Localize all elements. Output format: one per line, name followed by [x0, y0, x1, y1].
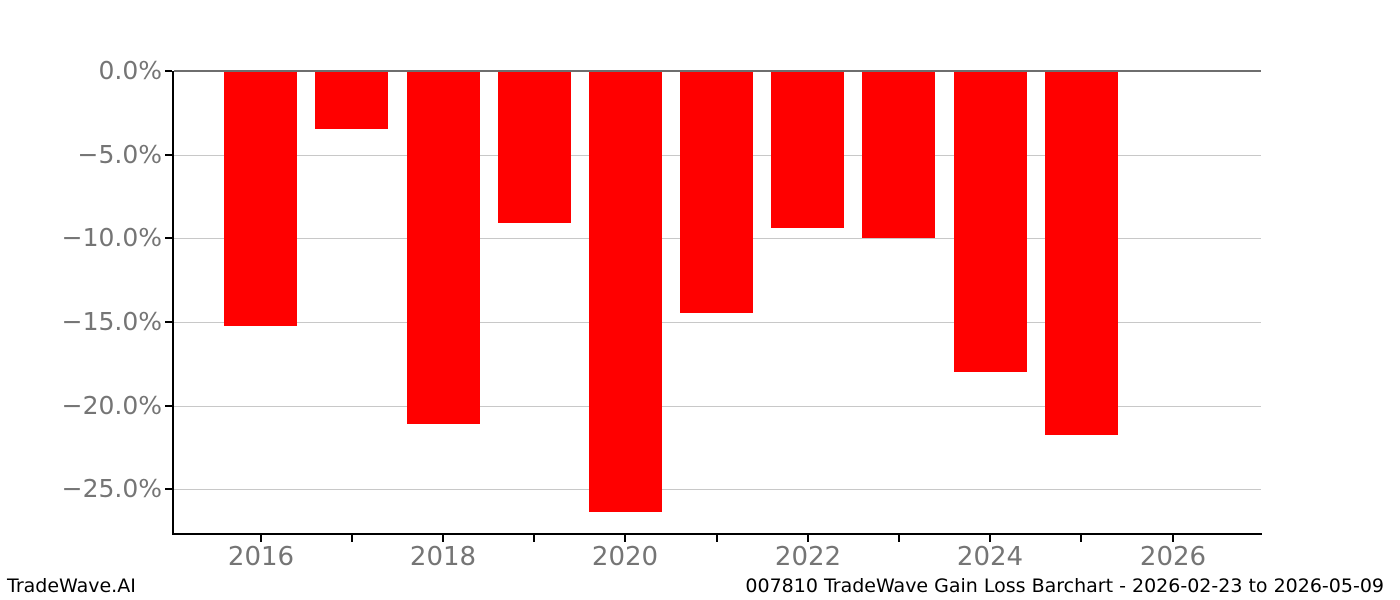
x-tick-label-2016: 2016 — [227, 542, 295, 572]
y-tick-mark — [165, 237, 172, 239]
gridline-−20.0% — [174, 406, 1261, 407]
gridline-−25.0% — [174, 489, 1261, 490]
y-tick-mark — [165, 154, 172, 156]
y-tick-label--10: −10.0% — [61, 223, 162, 252]
bar-2021 — [680, 72, 753, 313]
x-tick-mark-2017 — [351, 535, 353, 542]
y-axis-spine — [172, 71, 174, 535]
y-tick-mark — [165, 70, 172, 72]
gridline-−15.0% — [174, 322, 1261, 323]
brand-text: TradeWave.AI — [7, 575, 136, 597]
x-tick-mark-2022 — [807, 535, 809, 542]
x-tick-mark-2016 — [260, 535, 262, 542]
bar-2017 — [315, 72, 388, 129]
x-tick-mark-2021 — [716, 535, 718, 542]
x-tick-mark-2026 — [1172, 535, 1174, 542]
bar-2025 — [1045, 72, 1118, 435]
x-tick-mark-2018 — [442, 535, 444, 542]
bar-2020 — [589, 72, 662, 512]
chart-title: 007810 TradeWave Gain Loss Barchart - 20… — [745, 575, 1384, 597]
x-tick-mark-2025 — [1080, 535, 1082, 542]
zero-baseline — [174, 70, 1261, 72]
x-tick-mark-2019 — [533, 535, 535, 542]
y-tick-label--15: −15.0% — [61, 307, 162, 336]
x-tick-label-2018: 2018 — [409, 542, 477, 572]
y-tick-mark — [165, 488, 172, 490]
x-tick-mark-2023 — [898, 535, 900, 542]
y-tick-label-0: 0.0% — [98, 56, 162, 85]
y-tick-label--25: −25.0% — [61, 474, 162, 503]
x-tick-label-2022: 2022 — [774, 542, 842, 572]
plot-area — [174, 71, 1261, 533]
bar-2018 — [407, 72, 480, 424]
x-tick-label-2026: 2026 — [1139, 542, 1207, 572]
bar-2016 — [224, 72, 297, 326]
bar-2019 — [498, 72, 571, 223]
y-tick-mark — [165, 405, 172, 407]
y-tick-label--5: −5.0% — [77, 140, 162, 169]
y-tick-label--20: −20.0% — [61, 391, 162, 420]
bar-2023 — [862, 72, 935, 238]
x-axis-spine — [172, 533, 1262, 535]
x-tick-mark-2020 — [624, 535, 626, 542]
y-tick-mark — [165, 321, 172, 323]
x-tick-mark-2024 — [989, 535, 991, 542]
x-tick-label-2020: 2020 — [591, 542, 659, 572]
x-tick-label-2024: 2024 — [956, 542, 1024, 572]
bar-2022 — [771, 72, 844, 228]
bar-2024 — [954, 72, 1027, 372]
